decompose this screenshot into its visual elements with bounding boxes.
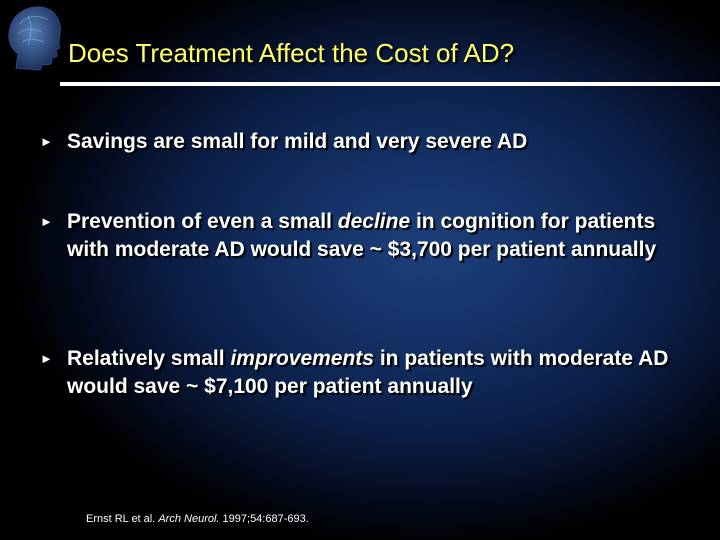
slide-title: Does Treatment Affect the Cost of AD?: [68, 38, 515, 68]
title-underline: [60, 82, 720, 86]
bullet-arrow-icon: ►: [40, 134, 53, 149]
bullet-text: Savings are small for mild and very seve…: [67, 130, 528, 153]
bullet-arrow-icon: ►: [40, 351, 53, 366]
bullet-text: Prevention of even a small decline in co…: [67, 210, 657, 261]
bullet-text: Relatively small improvements in patient…: [67, 347, 669, 398]
reference-citation: Ernst RL et al. Arch Neurol. 1997;54:687…: [86, 513, 309, 525]
head-profile-icon: [8, 6, 61, 71]
bullet-arrow-icon: ►: [40, 214, 53, 229]
